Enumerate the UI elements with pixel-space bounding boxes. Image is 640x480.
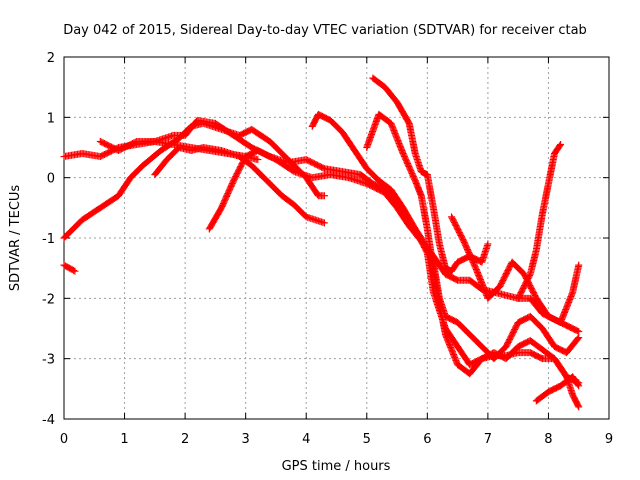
axis-ticks: 0 1 2 3 4 5 6 7 8 9 -4 -3 -2 -1 0 1 2 bbox=[42, 51, 613, 447]
series-track-k bbox=[532, 373, 583, 405]
chart-title: Day 042 of 2015, Sidereal Day-to-day VTE… bbox=[63, 23, 587, 38]
x-tick-label: 7 bbox=[484, 432, 492, 447]
y-tick-label: -3 bbox=[42, 353, 55, 368]
series-marker-path bbox=[363, 110, 583, 387]
y-tick-label: -4 bbox=[42, 413, 55, 428]
series-track-j bbox=[448, 213, 583, 326]
y-tick-label: 1 bbox=[47, 111, 55, 126]
y-tick-label: -2 bbox=[42, 292, 55, 307]
y-tick-label: -1 bbox=[42, 232, 55, 247]
series-marker-path bbox=[448, 213, 583, 326]
series-marker-path bbox=[514, 140, 565, 302]
series-marker-path bbox=[60, 261, 79, 275]
series-track-h bbox=[363, 110, 583, 387]
x-tick-label: 8 bbox=[544, 432, 552, 447]
chart-grid bbox=[64, 57, 609, 419]
y-axis-label: SDTVAR / TECUs bbox=[8, 185, 23, 292]
x-tick-label: 0 bbox=[60, 432, 68, 447]
series-track-c bbox=[60, 261, 79, 275]
x-tick-label: 4 bbox=[302, 432, 310, 447]
x-tick-label: 1 bbox=[120, 432, 128, 447]
data-marks bbox=[60, 74, 583, 411]
series-marker-path bbox=[532, 373, 583, 405]
series-marker-path bbox=[151, 144, 328, 227]
x-tick-label: 6 bbox=[423, 432, 431, 447]
x-tick-label: 3 bbox=[242, 432, 250, 447]
x-tick-label: 9 bbox=[605, 432, 613, 447]
series-track-e bbox=[151, 144, 328, 227]
y-tick-label: 0 bbox=[47, 172, 55, 187]
y-tick-label: 2 bbox=[47, 51, 55, 66]
x-axis-label: GPS time / hours bbox=[282, 459, 391, 474]
series-track-l bbox=[514, 140, 565, 302]
x-tick-label: 5 bbox=[363, 432, 371, 447]
x-tick-label: 2 bbox=[181, 432, 189, 447]
